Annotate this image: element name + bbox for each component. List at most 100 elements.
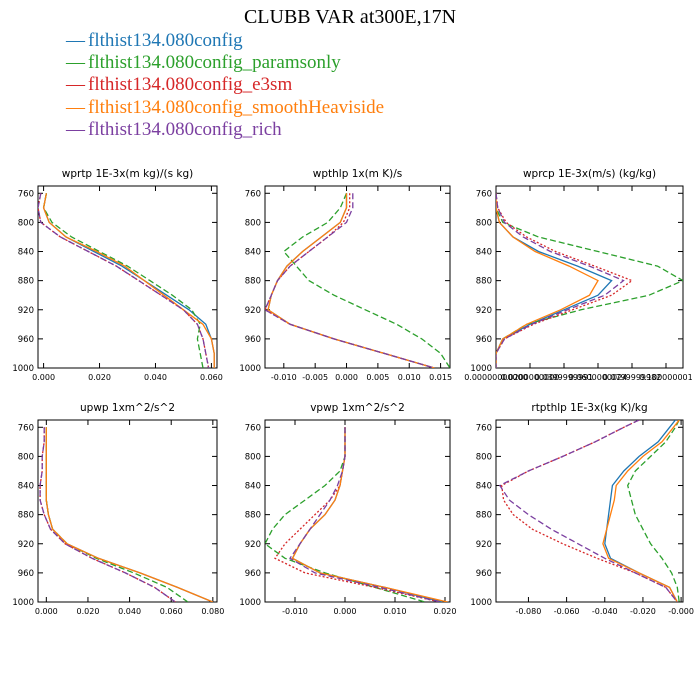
x-tick-label: 0.000 (335, 373, 358, 382)
y-tick-label: 920 (18, 540, 34, 550)
y-tick-label: 960 (18, 569, 34, 579)
x-tick-label: 0.0200000000 (501, 373, 560, 382)
y-tick-label: 1000 (239, 364, 261, 374)
y-tick-label: 800 (476, 218, 492, 228)
legend-entry: — flthist134.080config_e3sm (66, 74, 384, 96)
panel-title: wprcp 1E-3x(m/s) (kg/kg) (523, 168, 656, 180)
series-line (496, 193, 599, 368)
legend-label: flthist134.080config (88, 30, 243, 51)
y-tick-label: 920 (245, 306, 261, 316)
x-tick-label: 0.000 (35, 607, 58, 616)
x-tick-label: -0.000 (668, 607, 694, 616)
series-line (45, 427, 214, 602)
legend-label: flthist134.080config_paramsonly (88, 52, 341, 74)
x-tick-label: 0.020 (77, 607, 100, 616)
legend-line-marker: — (66, 96, 85, 118)
x-tick-label: 0.060 (200, 373, 223, 382)
y-tick-label: 840 (18, 248, 34, 258)
y-tick-label: 760 (18, 423, 34, 433)
series-line (42, 193, 215, 368)
x-tick-label: 0.020 (88, 373, 111, 382)
y-tick-label: 840 (476, 248, 492, 258)
series-line (42, 193, 204, 368)
chart-panel: vpwp 1xm^2/s^2 760 800 840 880 920 960 1000 -0.0… (239, 402, 456, 616)
plot-frame (495, 419, 684, 603)
y-tick-label: 920 (18, 306, 34, 316)
series-line (265, 193, 435, 368)
series-line (498, 420, 678, 602)
figure-title: CLUBB VAR at300E,17N (243, 6, 457, 28)
y-tick-label: 880 (18, 511, 34, 521)
y-tick-label: 960 (18, 335, 34, 345)
legend: — flthist134.080config — flthist134.080conf… (66, 30, 384, 141)
y-tick-label: 880 (476, 277, 492, 287)
y-tick-label: 840 (245, 482, 261, 492)
series-line (38, 193, 210, 368)
x-tick-label: 0.080 (201, 607, 224, 616)
y-tick-label: 800 (245, 218, 261, 228)
x-tick-label: -0.010 (271, 373, 297, 382)
plot-frame (495, 185, 684, 369)
x-tick-label: -0.080 (516, 607, 542, 616)
y-tick-label: 920 (476, 306, 492, 316)
x-tick-label: 0.0799999982 (603, 373, 662, 382)
y-tick-label: 840 (245, 248, 261, 258)
y-tick-label: 760 (476, 423, 492, 433)
legend-entry: — flthist134.080config (66, 30, 384, 52)
y-tick-label: 1000 (470, 364, 492, 374)
y-tick-label: 880 (245, 511, 261, 521)
x-tick-label: 0.020 (434, 607, 457, 616)
y-tick-label: 960 (476, 569, 492, 579)
y-tick-label: 840 (476, 482, 492, 492)
x-tick-label: 0.00000000000 (464, 373, 528, 382)
series-line (496, 193, 625, 368)
legend-line-marker: — (66, 30, 85, 51)
plot-frame (264, 419, 451, 603)
y-tick-label: 1000 (470, 598, 492, 608)
y-tick-label: 1000 (12, 598, 34, 608)
plot-frame (37, 419, 218, 603)
legend-label: flthist134.080config_smoothHeaviside (88, 96, 385, 118)
chart-panel: upwp 1xm^2/s^2 760 800 840 880 920 960 10000.00… (12, 402, 224, 616)
series-line (45, 427, 214, 602)
x-tick-label: 0.010 (384, 607, 407, 616)
y-tick-label: 760 (245, 189, 261, 199)
y-tick-label: 760 (245, 423, 261, 433)
series-line (604, 420, 678, 602)
y-tick-label: 960 (245, 569, 261, 579)
panel-title: upwp 1xm^2/s^2 (80, 402, 175, 414)
series-line (45, 427, 189, 602)
x-tick-label: -0.020 (630, 607, 656, 616)
y-tick-label: 800 (245, 452, 261, 462)
series-line (274, 427, 441, 602)
x-tick-label: 0.010 (398, 373, 421, 382)
panel-title: vpwp 1xm^2/s^2 (310, 402, 405, 414)
x-tick-label: 0.000 (334, 607, 357, 616)
chart-panel: wprtp 1E-3x(m kg)/(s kg) 760 800 840 880 920 9… (12, 168, 223, 382)
x-tick-label: 0.040 (118, 607, 141, 616)
panel-title: rtpthlp 1E-3x(kg K)/kg (531, 402, 647, 414)
legend-line-marker: — (66, 74, 85, 96)
x-tick-label: 0.0399999991 (535, 373, 594, 382)
x-tick-label: 0.005 (366, 373, 389, 382)
chart-panel: wpthlp 1x(m K)/s 760 800 840 880 920 960 1000 -0… (239, 168, 452, 382)
series-line (39, 427, 176, 602)
y-tick-label: 880 (476, 511, 492, 521)
chart-panel: wprcp 1E-3x(m/s) (kg/kg) 760 800 840 880 920 9… (464, 168, 693, 382)
y-tick-label: 1000 (12, 364, 34, 374)
y-tick-label: 960 (476, 335, 492, 345)
series-line (496, 193, 613, 368)
series-line (267, 193, 435, 368)
x-tick-label: -0.005 (302, 373, 328, 382)
series-line (265, 193, 435, 368)
y-tick-label: 800 (476, 452, 492, 462)
y-tick-label: 760 (18, 189, 34, 199)
y-tick-label: 760 (476, 189, 492, 199)
series-line (602, 420, 680, 602)
legend-line-marker: — (66, 118, 85, 140)
legend-label: flthist134.080config_e3sm (88, 74, 293, 96)
y-tick-label: 920 (245, 540, 261, 550)
x-tick-label: 0.040 (144, 373, 167, 382)
